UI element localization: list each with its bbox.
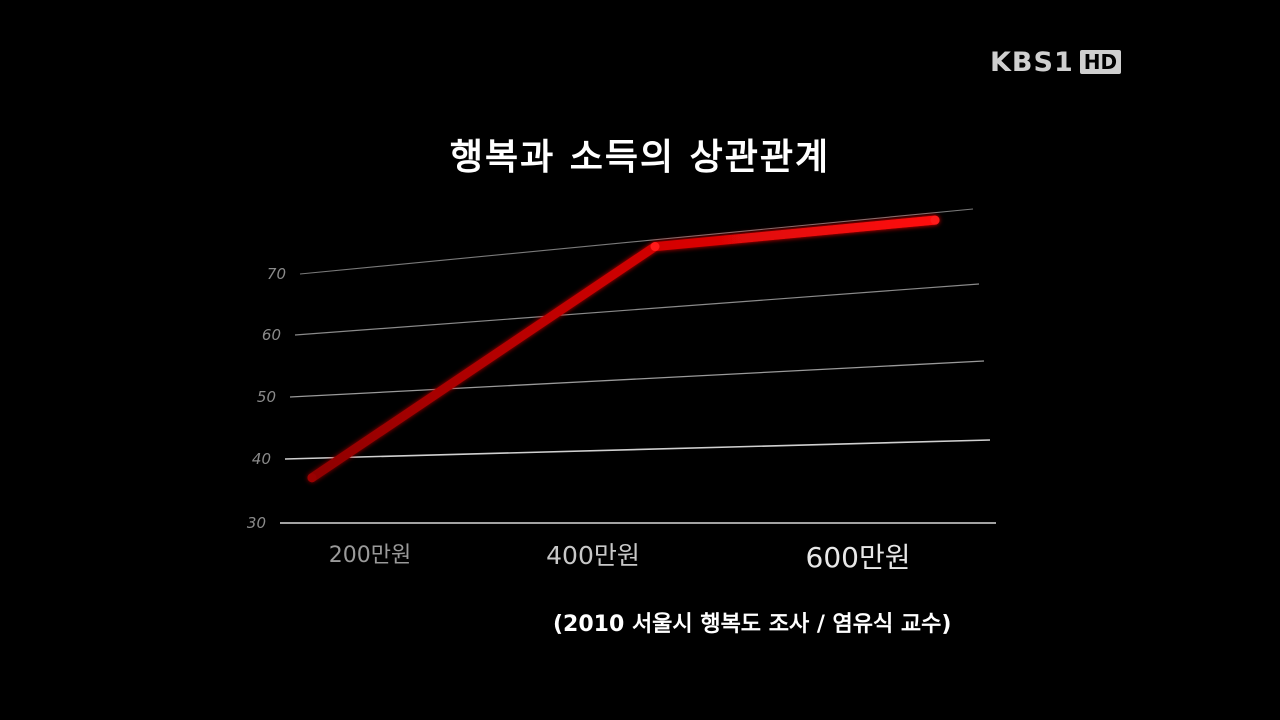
- series-line: [307, 215, 940, 483]
- x-tick-label: 200만원: [329, 543, 411, 568]
- source-note: (2010 서울시 행복도 조사 / 염유식 교수): [553, 612, 952, 637]
- y-tick-label: 70: [267, 265, 286, 283]
- gridline-70: [299, 208, 974, 275]
- data-point: [650, 242, 660, 252]
- hd-badge: HD: [1079, 50, 1122, 74]
- data-point: [307, 473, 317, 483]
- x-tick-label: 400만원: [546, 541, 640, 570]
- y-tick-label: 60: [262, 326, 281, 344]
- gridline-40: [284, 439, 991, 460]
- channel-logo: KBS1 HD: [990, 46, 1122, 78]
- gridline-60: [294, 283, 980, 336]
- data-point: [930, 215, 940, 225]
- y-tick-label: 40: [252, 450, 271, 468]
- channel-name: KBS1: [990, 46, 1074, 78]
- y-tick-label: 30: [247, 514, 266, 532]
- x-tick-label: 600만원: [806, 541, 911, 574]
- gridline-50: [289, 360, 985, 398]
- y-tick-label: 50: [257, 388, 276, 406]
- chart-title: 행복과 소득의 상관관계: [449, 137, 831, 178]
